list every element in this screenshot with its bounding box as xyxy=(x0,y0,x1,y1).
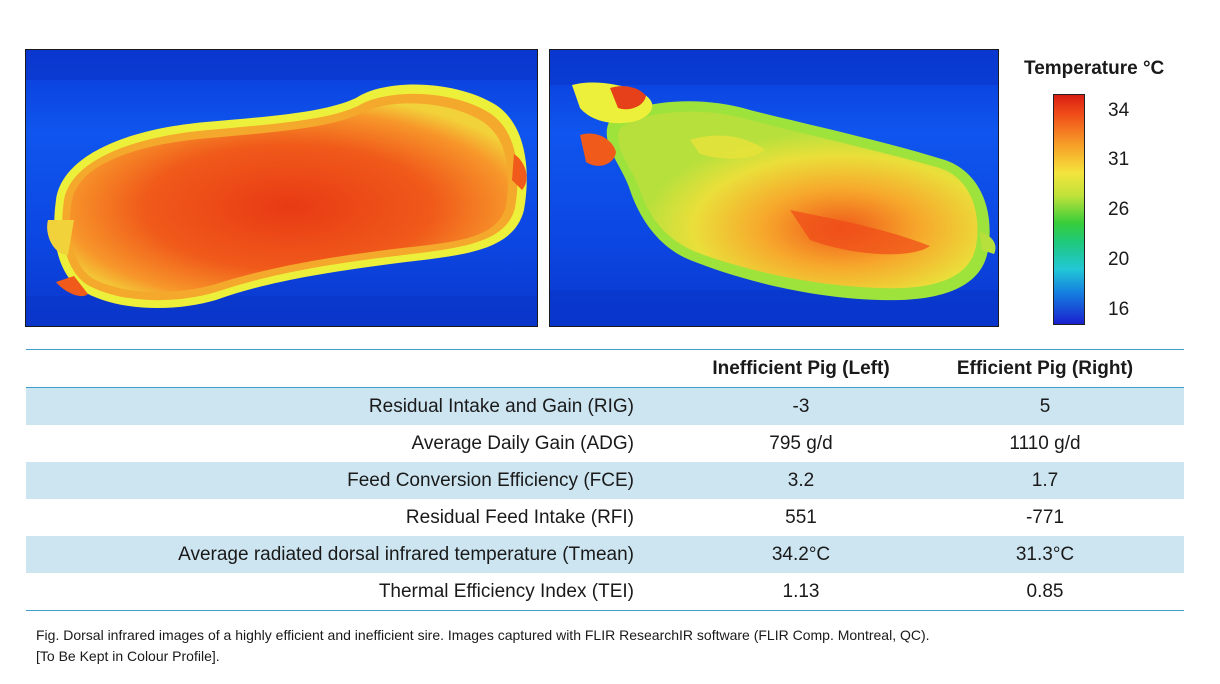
metric-label: Feed Conversion Efficiency (FCE) xyxy=(347,469,634,491)
efficient-value: 5 xyxy=(1039,395,1051,417)
table-row: Residual Intake and Gain (RIG) -3 5 xyxy=(26,387,1184,425)
table-row: Feed Conversion Efficiency (FCE) 3.2 1.7 xyxy=(26,462,1184,499)
scale-tick-label: 20 xyxy=(1108,249,1130,270)
scale-tick-label: 26 xyxy=(1108,199,1130,220)
inefficient-value: -3 xyxy=(792,395,810,417)
inefficient-value: 1.13 xyxy=(782,580,820,602)
pig-comparison-table: Inefficient Pig (Left) Efficient Pig (Ri… xyxy=(26,349,1184,611)
efficient-value: 1110 g/d xyxy=(1009,432,1081,454)
inefficient-pig-heatmap xyxy=(26,50,537,326)
table-row: Average Daily Gain (ADG) 795 g/d 1110 g/… xyxy=(26,425,1184,462)
metric-label: Average Daily Gain (ADG) xyxy=(411,432,634,454)
efficient-pig-heatmap xyxy=(550,50,998,326)
scale-tick-label: 16 xyxy=(1108,299,1130,320)
figure-caption: Fig. Dorsal infrared images of a highly … xyxy=(36,625,1186,667)
inefficient-value: 34.2°C xyxy=(771,543,831,565)
temperature-color-scale xyxy=(1053,94,1085,325)
temperature-scale-title: Temperature °C xyxy=(1024,58,1165,79)
inefficient-value: 3.2 xyxy=(787,469,815,491)
efficient-value: 1.7 xyxy=(1031,469,1059,491)
caption-note: [To Be Kept in Colour Profile]. xyxy=(36,648,220,664)
efficient-value: 0.85 xyxy=(1026,580,1064,602)
table-row: Average radiated dorsal infrared tempera… xyxy=(26,536,1184,573)
metric-label: Residual Intake and Gain (RIG) xyxy=(368,395,634,417)
table-header-row: Inefficient Pig (Left) Efficient Pig (Ri… xyxy=(26,349,1184,388)
metric-label: Average radiated dorsal infrared tempera… xyxy=(178,543,634,565)
metric-label: Thermal Efficiency Index (TEI) xyxy=(378,580,634,602)
scale-tick-label: 34 xyxy=(1108,100,1130,121)
table-row: Thermal Efficiency Index (TEI) 1.13 0.85 xyxy=(26,573,1184,611)
thermal-image-efficient-pig xyxy=(549,49,999,327)
header-efficient-pig: Efficient Pig (Right) xyxy=(956,357,1134,379)
header-inefficient-pig: Inefficient Pig (Left) xyxy=(712,357,890,379)
efficient-value: 31.3°C xyxy=(1015,543,1075,565)
scale-tick-label: 31 xyxy=(1108,149,1130,170)
efficient-value: -771 xyxy=(1025,506,1065,528)
table-row: Residual Feed Intake (RFI) 551 -771 xyxy=(26,499,1184,536)
metric-label: Residual Feed Intake (RFI) xyxy=(405,506,634,528)
header-metric xyxy=(26,350,696,388)
inefficient-value: 795 g/d xyxy=(769,432,833,454)
inefficient-value: 551 xyxy=(785,506,817,528)
thermal-image-inefficient-pig xyxy=(25,49,538,327)
caption-line: Fig. Dorsal infrared images of a highly … xyxy=(36,627,930,643)
